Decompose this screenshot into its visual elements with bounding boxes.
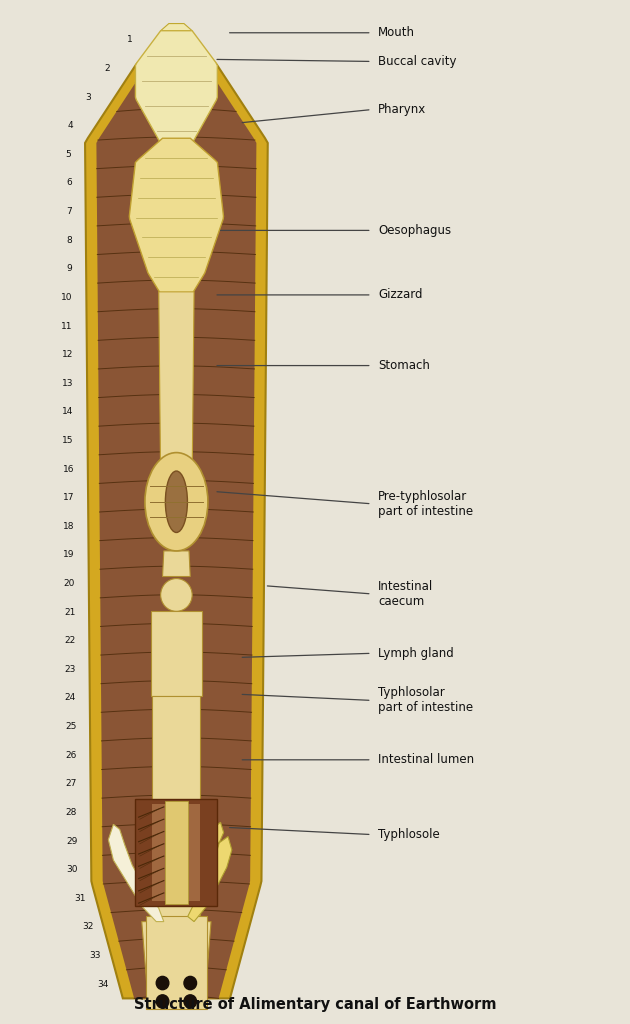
Text: 24: 24 bbox=[65, 693, 76, 702]
Text: Intestinal lumen: Intestinal lumen bbox=[378, 754, 474, 766]
Ellipse shape bbox=[161, 579, 192, 611]
Polygon shape bbox=[163, 551, 190, 577]
Text: Mouth: Mouth bbox=[378, 27, 415, 39]
Text: 27: 27 bbox=[66, 779, 77, 788]
Text: 30: 30 bbox=[67, 865, 78, 874]
Text: 25: 25 bbox=[65, 722, 76, 731]
Text: 21: 21 bbox=[64, 607, 76, 616]
Text: Buccal cavity: Buccal cavity bbox=[378, 55, 457, 68]
Text: 13: 13 bbox=[62, 379, 73, 388]
Text: 19: 19 bbox=[64, 551, 75, 559]
Text: 14: 14 bbox=[62, 408, 74, 417]
Polygon shape bbox=[85, 26, 268, 998]
Polygon shape bbox=[151, 611, 202, 696]
Polygon shape bbox=[96, 26, 256, 998]
Polygon shape bbox=[213, 822, 224, 843]
Polygon shape bbox=[152, 696, 200, 927]
Ellipse shape bbox=[184, 995, 197, 1008]
Text: 23: 23 bbox=[64, 665, 76, 674]
Ellipse shape bbox=[156, 977, 169, 989]
Text: 16: 16 bbox=[62, 465, 74, 473]
Bar bbox=[135, 799, 217, 906]
Text: 31: 31 bbox=[74, 894, 86, 903]
Text: 11: 11 bbox=[61, 322, 73, 331]
Bar bbox=[165, 801, 188, 904]
Text: Lymph gland: Lymph gland bbox=[378, 647, 454, 659]
Text: Gizzard: Gizzard bbox=[378, 289, 423, 301]
Text: 29: 29 bbox=[66, 837, 77, 846]
Polygon shape bbox=[165, 778, 188, 799]
Polygon shape bbox=[159, 292, 194, 466]
Polygon shape bbox=[108, 824, 164, 922]
Text: 3: 3 bbox=[86, 92, 91, 101]
Text: Structure of Alimentary canal of Earthworm: Structure of Alimentary canal of Earthwo… bbox=[134, 996, 496, 1012]
Text: 8: 8 bbox=[66, 236, 72, 245]
Polygon shape bbox=[142, 922, 211, 1009]
Text: 18: 18 bbox=[63, 522, 74, 530]
Text: 9: 9 bbox=[67, 264, 72, 273]
Text: 28: 28 bbox=[66, 808, 77, 817]
Text: 33: 33 bbox=[89, 951, 101, 959]
Text: 6: 6 bbox=[66, 178, 72, 187]
Text: Pharynx: Pharynx bbox=[378, 103, 427, 116]
Text: Typhlosole: Typhlosole bbox=[378, 828, 440, 841]
Ellipse shape bbox=[184, 977, 197, 989]
Polygon shape bbox=[129, 138, 224, 297]
Text: 26: 26 bbox=[65, 751, 76, 760]
Text: 17: 17 bbox=[63, 494, 74, 502]
Text: Typhlosolar
part of intestine: Typhlosolar part of intestine bbox=[378, 686, 473, 715]
Text: 1: 1 bbox=[127, 36, 132, 44]
Text: 32: 32 bbox=[82, 923, 93, 932]
Text: 12: 12 bbox=[62, 350, 73, 359]
Text: 2: 2 bbox=[105, 65, 110, 73]
Text: 4: 4 bbox=[67, 121, 72, 130]
Text: Oesophagus: Oesophagus bbox=[378, 224, 451, 237]
Text: 34: 34 bbox=[98, 980, 109, 988]
Bar bbox=[152, 804, 200, 901]
Text: 15: 15 bbox=[62, 436, 74, 445]
Text: 5: 5 bbox=[66, 150, 71, 159]
Text: Stomach: Stomach bbox=[378, 359, 430, 372]
Polygon shape bbox=[161, 24, 192, 31]
Text: Pre-typhlosolar
part of intestine: Pre-typhlosolar part of intestine bbox=[378, 489, 473, 518]
Text: 20: 20 bbox=[64, 579, 75, 588]
Polygon shape bbox=[135, 31, 217, 143]
Polygon shape bbox=[188, 837, 232, 922]
Ellipse shape bbox=[156, 995, 169, 1008]
Polygon shape bbox=[146, 916, 207, 1009]
Text: 7: 7 bbox=[66, 207, 72, 216]
Text: 10: 10 bbox=[61, 293, 72, 302]
Text: Intestinal
caecum: Intestinal caecum bbox=[378, 580, 433, 608]
Text: 22: 22 bbox=[64, 636, 76, 645]
Ellipse shape bbox=[145, 453, 208, 551]
Ellipse shape bbox=[165, 471, 188, 532]
